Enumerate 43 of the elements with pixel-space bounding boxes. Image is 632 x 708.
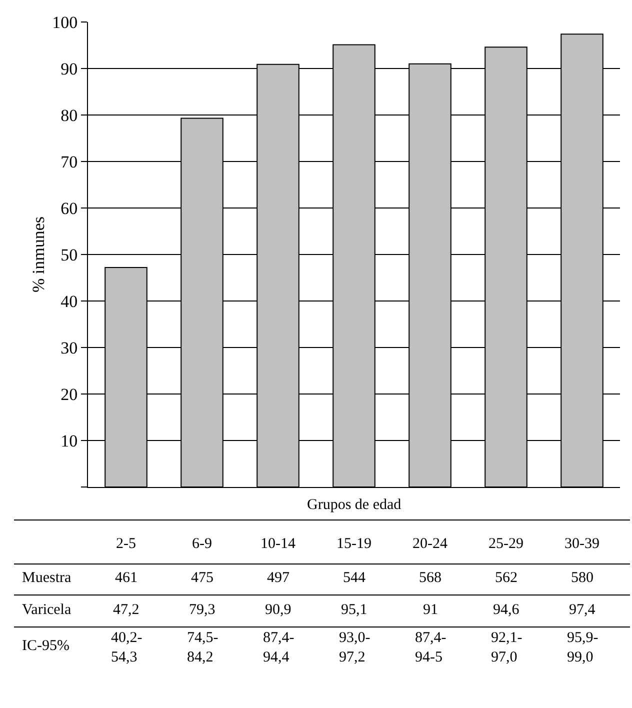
y-tick-label: 50: [60, 245, 78, 264]
data-label: 95,1: [341, 602, 368, 618]
y-tick-label: 100: [52, 12, 78, 32]
x-tick-label: 20-24: [412, 536, 448, 552]
text: 87,4-94-5: [415, 630, 446, 666]
text: 562: [495, 570, 518, 586]
text: 475: [191, 570, 214, 586]
data-label: 79,3: [189, 602, 216, 618]
text: 74,5-84,2: [187, 630, 218, 666]
x-tick-label: 10-14: [260, 536, 296, 552]
y-tick-label: 70: [60, 152, 78, 172]
y-tick-label: 20: [60, 384, 78, 404]
x-axis-title: Grupos de edad: [307, 497, 402, 513]
y-tick-label: 90: [60, 59, 78, 78]
data-label: 91: [423, 602, 438, 618]
y-tick-label: 30: [60, 338, 78, 358]
x-tick-label: 2-5: [116, 536, 136, 552]
text: IC-95%: [22, 638, 70, 654]
text: 40,2-54,3: [111, 630, 142, 666]
y-axis-title: % inmunes: [29, 216, 48, 293]
y-tick-label: 40: [60, 292, 78, 311]
text: 580: [571, 570, 594, 586]
x-tick-label: 30-39: [564, 536, 600, 552]
text: Varicela: [22, 602, 72, 618]
x-tick-label: 15-19: [336, 536, 372, 552]
x-tick-label: 25-29: [488, 536, 524, 552]
text: 497: [267, 570, 290, 586]
data-label: 90,9: [265, 602, 292, 618]
text: 87,4-94,4: [263, 630, 294, 666]
text: 92,1-97,0: [491, 630, 522, 666]
data-label: 47,2: [113, 602, 140, 618]
x-tick-label: 6-9: [192, 536, 212, 552]
data-label: 97,4: [569, 602, 596, 618]
text: 93,0-97,2: [339, 630, 370, 666]
text: Muestra: [22, 570, 72, 586]
y-tick-label: 80: [60, 106, 78, 125]
y-tick-label: 10: [60, 431, 78, 450]
text: 568: [419, 570, 442, 586]
text: 95,9-99,0: [567, 630, 598, 666]
text: 461: [115, 570, 138, 586]
data-label: 94,6: [493, 602, 520, 618]
y-tick-label: 60: [60, 198, 78, 218]
text: 544: [343, 570, 366, 586]
